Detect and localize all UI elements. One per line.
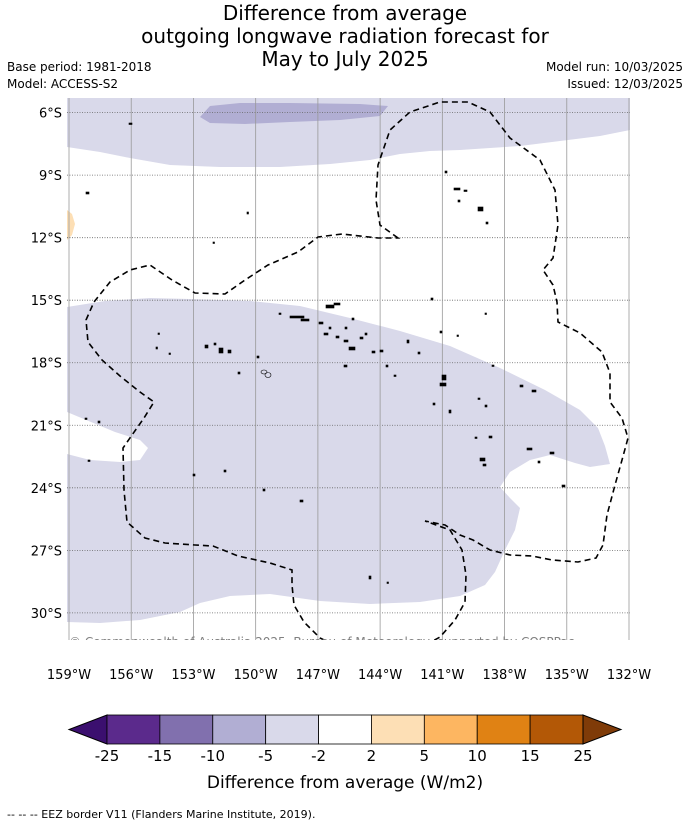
copyright-notice: © Commonwealth of Australia 2025, Bureau… bbox=[69, 635, 574, 649]
anomaly-region-north-strong bbox=[200, 103, 388, 124]
colorbar-under-arrow bbox=[67, 714, 108, 745]
anomaly-region-south bbox=[67, 298, 610, 623]
lon-tick-label: 159°W bbox=[47, 668, 91, 683]
gridlines bbox=[67, 98, 630, 640]
lon-tick-label: 135°W bbox=[545, 668, 589, 683]
lat-tick-label: 27°S bbox=[31, 544, 62, 559]
eez-legend-note: -- -- -- EEZ border V11 (Flanders Marine… bbox=[7, 808, 316, 821]
colorbar-bin bbox=[371, 714, 425, 745]
lat-tick-label: 24°S bbox=[31, 482, 62, 497]
colorbar-bin bbox=[423, 714, 478, 745]
colorbar-tick-label: 2 bbox=[367, 747, 377, 765]
colorbar: -25 -15 -10 -5 -2 2 5 10 15 25 bbox=[67, 714, 623, 765]
lon-tick-label: 153°W bbox=[171, 668, 215, 683]
lon-tick-label: 132°W bbox=[607, 668, 651, 683]
colorbar-bin bbox=[318, 714, 372, 745]
colorbar-tick-label: -5 bbox=[258, 747, 273, 765]
islands bbox=[84, 122, 566, 584]
lon-tick-label: 147°W bbox=[296, 668, 340, 683]
colorbar-tick-label: -2 bbox=[311, 747, 326, 765]
colorbar-bin bbox=[212, 714, 267, 745]
eez-border bbox=[85, 101, 629, 640]
lon-tick-label: 138°W bbox=[482, 668, 526, 683]
lon-tick-label: 150°W bbox=[234, 668, 278, 683]
lat-tick-label: 15°S bbox=[31, 294, 62, 309]
map-area: © Commonwealth of Australia 2025, Bureau… bbox=[67, 98, 630, 649]
colorbar-tick-label: -10 bbox=[201, 747, 226, 765]
issued-label: Issued: 12/03/2025 bbox=[567, 77, 683, 91]
base-period-label: Base period: 1981-2018 bbox=[7, 60, 152, 74]
lon-tick-label: 156°W bbox=[109, 668, 153, 683]
lat-tick-label: 18°S bbox=[31, 357, 62, 372]
colorbar-bin bbox=[529, 714, 584, 745]
colorbar-tick-label: -15 bbox=[148, 747, 173, 765]
lat-tick-label: 6°S bbox=[39, 107, 62, 122]
colorbar-tick-label: 10 bbox=[468, 747, 487, 765]
colorbar-bin bbox=[476, 714, 531, 745]
metadata-left: Base period: 1981-2018 Model: ACCESS-S2 bbox=[7, 59, 152, 93]
title-line-2: outgoing longwave radiation forecast for bbox=[141, 24, 549, 48]
lat-tick-label: 30°S bbox=[31, 607, 62, 622]
colorbar-tick-label: 25 bbox=[573, 747, 592, 765]
lat-tick-label: 21°S bbox=[31, 419, 62, 434]
chart-title: Difference from average outgoing longwav… bbox=[0, 2, 690, 71]
colorbar-bin bbox=[106, 714, 161, 745]
title-line-1: Difference from average bbox=[222, 1, 468, 25]
colorbar-label: Difference from average (W/m2) bbox=[207, 773, 483, 793]
lat-tick-label: 9°S bbox=[39, 169, 62, 184]
metadata-right: Model run: 10/03/2025 Issued: 12/03/2025 bbox=[546, 59, 683, 93]
colorbar-bin bbox=[159, 714, 214, 745]
colorbar-bin bbox=[265, 714, 319, 745]
lat-tick-label: 12°S bbox=[31, 232, 62, 247]
longitude-labels: 159°W 156°W 153°W 150°W 147°W 144°W 141°W 138°W… bbox=[47, 668, 651, 683]
title-line-3: May to July 2025 bbox=[261, 47, 429, 71]
model-label: Model: ACCESS-S2 bbox=[7, 77, 119, 91]
model-run-label: Model run: 10/03/2025 bbox=[545, 60, 683, 74]
colorbar-tick-label: 5 bbox=[420, 747, 430, 765]
colorbar-over-arrow bbox=[582, 714, 623, 745]
lon-tick-label: 144°W bbox=[358, 668, 402, 683]
lon-tick-label: 141°W bbox=[420, 668, 464, 683]
latitude-labels: 6°S 9°S 12°S 15°S 18°S 21°S 24°S 27°S 30°S bbox=[31, 107, 62, 622]
colorbar-tick-label: 15 bbox=[521, 747, 540, 765]
map-figure: © Commonwealth of Australia 2025, Bureau… bbox=[31, 98, 651, 793]
colorbar-tick-label: -25 bbox=[95, 747, 120, 765]
